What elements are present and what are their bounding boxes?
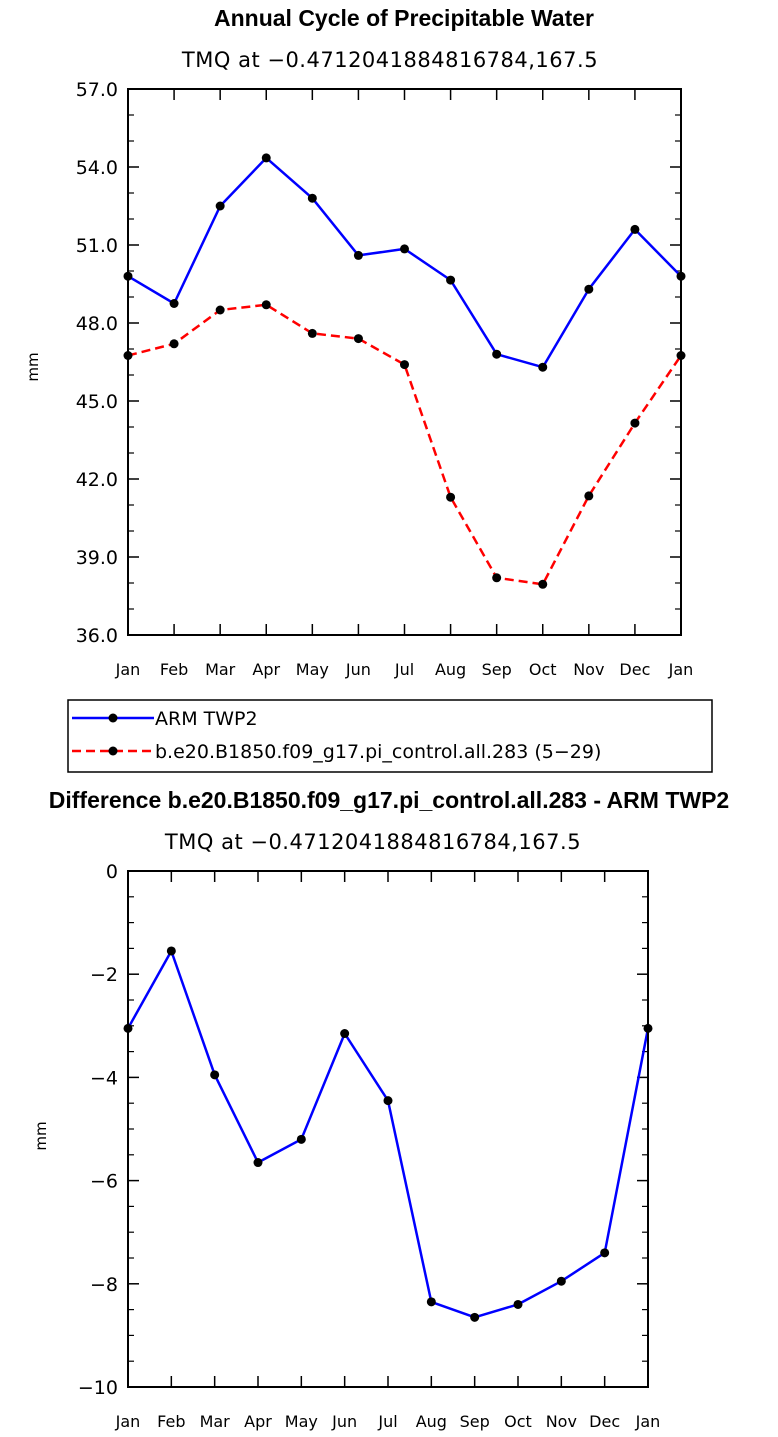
data-point	[446, 275, 456, 285]
data-point	[253, 1158, 263, 1168]
data-point	[400, 360, 409, 370]
y-axis-label: mm	[24, 352, 42, 381]
data-point	[353, 250, 363, 260]
y-tick-label: −4	[90, 1067, 118, 1089]
plot-marks	[123, 153, 686, 589]
y-tick-label: 54.0	[76, 157, 118, 179]
plot-frame	[127, 870, 649, 1388]
data-point	[492, 573, 502, 583]
y-tick-label: 36.0	[76, 625, 118, 647]
data-point	[426, 1297, 436, 1307]
data-point	[538, 362, 548, 372]
y-tick-label: 42.0	[76, 469, 118, 491]
annual-cycle-chart: Annual Cycle of Precipitable Water TMQ a…	[24, 5, 693, 679]
data-point	[166, 946, 176, 956]
axis-ticks: −10 −8 −6 −4 −2 0 Jan Feb Mar Apr May Jun Jul Aug Sep O…	[78, 861, 660, 1431]
data-point	[470, 1312, 480, 1322]
data-point	[261, 300, 271, 310]
y-tick-label: −6	[90, 1171, 118, 1193]
difference-chart: Difference b.e20.B1850.f09_g17.pi_contro…	[32, 787, 729, 1431]
x-tick-label: Sep	[482, 660, 512, 679]
y-tick-label: 57.0	[76, 79, 118, 101]
data-point	[584, 491, 594, 501]
chart-subtitle: TMQ at −0.4712041884816784,167.5	[181, 48, 598, 72]
y-tick-label: −10	[78, 1377, 118, 1399]
axis-ticks: 36.0 39.0 42.0 45.0 48.0 51.0 54.0 57.0 Jan Feb Ma…	[76, 79, 694, 679]
x-tick-label: Oct	[529, 660, 557, 679]
x-tick-label: Jan	[668, 660, 694, 679]
data-point	[296, 1134, 306, 1144]
x-tick-label: Apr	[244, 1412, 272, 1431]
data-point	[492, 349, 502, 359]
data-point	[340, 1029, 350, 1039]
data-point	[630, 224, 640, 234]
y-tick-label: 48.0	[76, 313, 118, 335]
data-point	[307, 328, 317, 338]
x-tick-label: Mar	[205, 660, 236, 679]
x-tick-label: Nov	[546, 1412, 577, 1431]
y-tick-label: −8	[90, 1274, 118, 1296]
y-tick-label: 45.0	[76, 391, 118, 413]
x-tick-label: Feb	[160, 660, 188, 679]
x-tick-label: May	[285, 1412, 318, 1431]
x-tick-label: Jan	[115, 1412, 141, 1431]
data-point	[584, 284, 594, 294]
data-point	[538, 579, 548, 589]
series-line	[127, 156, 682, 369]
data-point	[383, 1096, 393, 1106]
x-tick-label: Dec	[589, 1412, 620, 1431]
x-tick-label: Oct	[504, 1412, 532, 1431]
data-point	[556, 1276, 566, 1286]
x-tick-label: Aug	[416, 1412, 447, 1431]
chart-subtitle: TMQ at −0.4712041884816784,167.5	[164, 830, 581, 854]
data-point	[513, 1299, 523, 1309]
data-point	[261, 153, 271, 163]
x-tick-label: Jul	[394, 660, 414, 679]
legend-box	[67, 699, 713, 773]
plot-marks	[123, 946, 653, 1322]
data-point	[400, 244, 409, 254]
x-tick-label: Jan	[115, 660, 141, 679]
x-tick-label: Apr	[252, 660, 280, 679]
series-line	[127, 303, 683, 586]
x-tick-label: Jun	[331, 1412, 357, 1431]
legend-marker-arm	[108, 713, 118, 723]
x-tick-label: Feb	[157, 1412, 185, 1431]
y-tick-label: 51.0	[76, 235, 118, 257]
x-tick-label: Sep	[460, 1412, 490, 1431]
series-line	[126, 949, 650, 1319]
data-point	[446, 492, 456, 502]
y-tick-label: 39.0	[76, 547, 118, 569]
x-tick-label: Jun	[345, 660, 371, 679]
legend-marker-model	[108, 746, 118, 756]
y-axis-label: mm	[32, 1121, 50, 1150]
data-point	[169, 339, 179, 349]
x-tick-label: Jul	[377, 1412, 397, 1431]
legend-label-model: b.e20.B1850.f09_g17.pi_control.all.283 (…	[155, 741, 601, 763]
data-point	[169, 299, 179, 308]
x-tick-label: Aug	[435, 660, 466, 679]
y-tick-label: −2	[90, 964, 118, 986]
chart-title: Annual Cycle of Precipitable Water	[214, 5, 594, 31]
chart-title: Difference b.e20.B1850.f09_g17.pi_contro…	[49, 787, 729, 813]
data-point	[215, 201, 225, 211]
data-point	[307, 193, 317, 203]
data-point	[600, 1248, 610, 1258]
x-tick-label: Nov	[573, 660, 604, 679]
data-point	[630, 418, 640, 428]
legend-label-arm: ARM TWP2	[155, 708, 258, 730]
legend: ARM TWP2 b.e20.B1850.f09_g17.pi_control.…	[67, 699, 713, 773]
data-point	[210, 1070, 220, 1080]
x-tick-label: Dec	[619, 660, 650, 679]
x-tick-label: Jan	[635, 1412, 661, 1431]
x-tick-label: May	[296, 660, 329, 679]
y-tick-label: 0	[106, 861, 118, 883]
x-tick-label: Mar	[200, 1412, 231, 1431]
data-point	[353, 334, 363, 344]
plot-frame	[127, 88, 682, 636]
data-point	[215, 305, 225, 315]
